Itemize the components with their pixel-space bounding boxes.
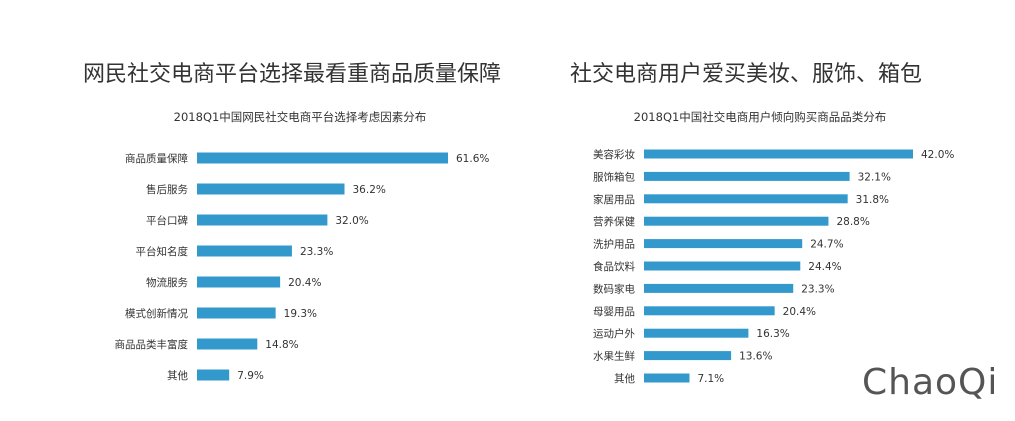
right-headline: 社交电商用户爱买美妆、服饰、箱包	[570, 62, 923, 87]
category-label: 美容彩妆	[593, 148, 635, 161]
bar	[644, 373, 690, 383]
data-label: 23.3%	[801, 283, 834, 295]
watermark-logo: ChaoQi	[862, 362, 999, 403]
bar	[644, 216, 829, 226]
category-label: 平台知名度	[136, 245, 189, 258]
data-label: 16.3%	[756, 328, 789, 340]
category-label: 商品质量保障	[125, 152, 188, 165]
bar	[644, 306, 775, 316]
category-label: 平台口碑	[146, 214, 188, 227]
category-label: 洗护用品	[593, 238, 635, 251]
bar	[197, 369, 230, 381]
data-label: 24.4%	[808, 261, 841, 273]
bar	[197, 276, 281, 288]
category-label: 物流服务	[146, 276, 188, 289]
category-label: 商品品类丰富度	[115, 338, 189, 351]
data-label: 20.4%	[288, 277, 321, 289]
bar	[644, 283, 794, 293]
bar	[197, 214, 328, 226]
data-label: 61.6%	[456, 153, 489, 165]
bar	[644, 261, 801, 271]
category-label: 运动户外	[593, 327, 635, 340]
category-label: 模式创新情况	[125, 307, 188, 320]
bar	[644, 351, 732, 361]
data-label: 42.0%	[921, 149, 954, 161]
bar	[644, 239, 803, 249]
bar	[644, 194, 848, 204]
category-label: 母婴用品	[593, 306, 635, 318]
data-label: 24.7%	[810, 239, 843, 251]
category-label: 水果生鲜	[593, 350, 635, 363]
chart-title: 2018Q1中国网民社交电商平台选择考虑因素分布	[174, 110, 427, 124]
category-label: 服饰箱包	[593, 170, 635, 183]
left-headline: 网民社交电商平台选择最看重商品质量保障	[83, 62, 502, 87]
data-label: 23.3%	[300, 246, 333, 258]
bar	[644, 328, 749, 338]
data-label: 7.9%	[237, 370, 264, 382]
data-label: 28.8%	[836, 216, 869, 228]
category-label: 家居用品	[593, 193, 635, 206]
data-label: 36.2%	[353, 184, 386, 196]
category-label: 营养保健	[593, 215, 635, 228]
bar	[197, 307, 276, 319]
data-label: 32.0%	[335, 215, 368, 227]
bar	[197, 245, 292, 257]
bar	[197, 152, 448, 164]
bar	[197, 338, 258, 350]
category-label: 数码家电	[593, 282, 635, 295]
category-label: 食品饮料	[593, 260, 635, 273]
category-label: 售后服务	[146, 183, 188, 196]
chart-title: 2018Q1中国社交电商用户倾向购买商品品类分布	[634, 110, 887, 124]
category-label: 其他	[614, 372, 635, 385]
bar	[197, 183, 345, 195]
bar	[644, 171, 850, 181]
data-label: 32.1%	[858, 171, 891, 183]
data-label: 14.8%	[265, 339, 298, 351]
data-label: 20.4%	[783, 306, 816, 318]
bar	[644, 149, 913, 159]
data-label: 13.6%	[739, 351, 772, 363]
category-label: 其他	[167, 369, 188, 382]
data-label: 31.8%	[856, 194, 889, 206]
data-label: 7.1%	[697, 373, 724, 385]
data-label: 19.3%	[284, 308, 317, 320]
